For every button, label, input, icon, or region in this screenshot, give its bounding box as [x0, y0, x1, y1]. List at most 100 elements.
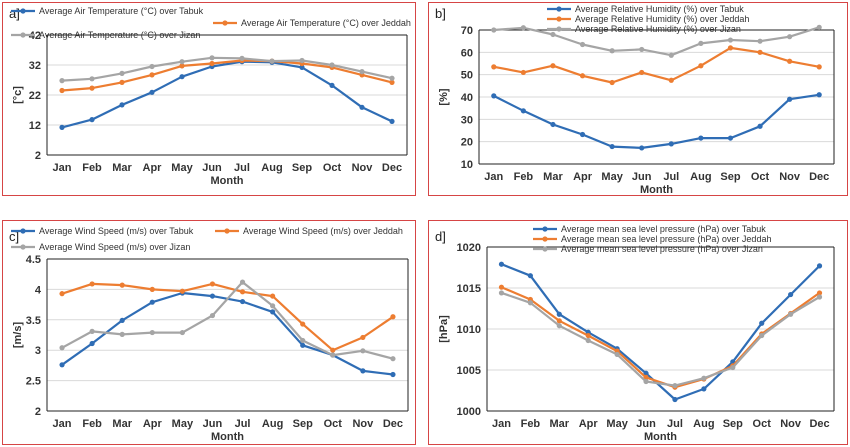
data-point: [701, 386, 707, 392]
legend-marker: [556, 16, 562, 22]
x-tick-label: Jun: [203, 418, 223, 430]
y-tick-label: 22: [29, 90, 41, 102]
x-tick-label: Feb: [82, 418, 102, 430]
data-point: [329, 62, 335, 68]
legend-label: Average Relative Humidity (%) over Jedda…: [575, 14, 749, 24]
x-tick-label: Apr: [573, 171, 593, 183]
data-point: [270, 303, 276, 309]
data-point: [757, 123, 763, 129]
legend-marker: [542, 246, 548, 252]
legend-marker: [224, 228, 230, 234]
x-tick-label: Mar: [543, 171, 563, 183]
data-point: [149, 286, 155, 292]
data-point: [668, 77, 674, 83]
data-point: [816, 64, 822, 70]
x-axis-label: Month: [644, 431, 677, 443]
data-point: [209, 312, 216, 319]
data-point: [498, 284, 505, 290]
x-tick-label: Oct: [751, 171, 770, 183]
data-point: [579, 131, 586, 138]
x-tick-label: Jul: [667, 418, 683, 430]
data-point: [787, 58, 793, 64]
data-point: [788, 311, 794, 317]
data-point: [269, 58, 275, 64]
data-point: [209, 60, 215, 67]
x-axis-label: Month: [211, 431, 244, 443]
x-tick-label: Mar: [112, 418, 132, 430]
data-point: [585, 337, 591, 344]
y-tick-label: 1000: [457, 406, 481, 418]
data-point: [527, 300, 533, 306]
data-point: [668, 52, 674, 58]
data-point: [698, 63, 704, 69]
data-point: [330, 347, 336, 353]
data-point: [614, 351, 620, 358]
data-point: [498, 290, 505, 296]
data-point: [59, 291, 65, 297]
data-point: [727, 37, 734, 43]
data-point: [556, 311, 562, 317]
chart-sea-level-pressure: d] 1000 1005 1010 1015 1020 Jan Feb Mar Apr May Jun…: [435, 224, 835, 443]
data-point: [816, 92, 822, 98]
y-tick-label: 40: [461, 92, 473, 104]
legend-marker: [20, 228, 26, 234]
legend-marker: [556, 6, 562, 12]
y-tick-label: 1010: [457, 324, 481, 336]
y-tick-label: 70: [461, 25, 473, 37]
y-tick-label: 2.5: [26, 376, 41, 388]
data-point: [585, 332, 591, 339]
data-point: [89, 340, 95, 347]
data-point: [299, 64, 305, 70]
series-line-0: [493, 93, 820, 149]
data-point: [579, 73, 586, 79]
x-tick-label: Jan: [492, 418, 511, 430]
data-point: [727, 45, 734, 51]
data-point: [239, 55, 245, 62]
panel-air-temperature: a]212223242JanFebMarAprMayJunJulAugSepOc…: [2, 2, 416, 196]
data-point: [179, 74, 185, 80]
x-tick-label: Aug: [693, 418, 714, 430]
data-point: [209, 293, 216, 299]
data-point: [300, 337, 306, 344]
panel-label: d]: [435, 229, 446, 244]
legend-label: Average Relative Humidity (%) over Tabuk: [575, 4, 744, 14]
y-tick-label: 50: [461, 70, 473, 82]
data-point: [119, 282, 125, 288]
data-point: [89, 76, 95, 82]
y-tick-label: 30: [461, 114, 473, 126]
series-line-2: [61, 280, 394, 360]
y-tick-label: 10: [461, 159, 473, 171]
x-tick-label: Feb: [514, 171, 534, 183]
x-tick-label: Sep: [293, 418, 313, 430]
data-point: [759, 332, 765, 339]
legend-label: Average Wind Speed (m/s) over Tabuk: [39, 226, 194, 236]
legend-label: Average Air Temperature (°C) over Tabuk: [39, 6, 204, 16]
x-tick-label: May: [171, 162, 193, 174]
x-tick-label: Dec: [382, 162, 402, 174]
series-line-1: [61, 282, 394, 352]
x-tick-label: Jun: [202, 162, 222, 174]
x-tick-label: Nov: [780, 418, 802, 430]
chart-relative-humidity: b] 10 20 30 40 50 60 70 Jan Feb Mar Apr May Jun Jul Aug…: [435, 4, 835, 196]
legend-label: Average Relative Humidity (%) over Jizan: [575, 24, 741, 34]
x-tick-label: Apr: [143, 162, 163, 174]
data-point: [816, 263, 823, 269]
data-point: [209, 55, 215, 61]
legend-label: Average Wind Speed (m/s) over Jeddah: [243, 226, 403, 236]
x-tick-label: Nov: [779, 171, 801, 183]
data-point: [668, 141, 674, 147]
legend-marker: [222, 20, 228, 26]
data-point: [609, 79, 615, 86]
x-tick-label: Jan: [484, 171, 503, 183]
data-point: [119, 70, 125, 76]
data-point: [300, 342, 306, 348]
data-point: [491, 27, 497, 33]
x-tick-label: Oct: [753, 418, 772, 430]
data-point: [672, 382, 678, 389]
data-point: [698, 40, 704, 47]
data-point: [609, 48, 615, 54]
data-point: [270, 309, 276, 315]
chart-wind-speed: c] 2 2.5 3 3.5 4 4.5 Jan Feb Mar Apr May Jun Jul Aug Se…: [9, 226, 409, 443]
y-tick-label: 3: [35, 345, 41, 357]
data-point: [89, 117, 95, 123]
